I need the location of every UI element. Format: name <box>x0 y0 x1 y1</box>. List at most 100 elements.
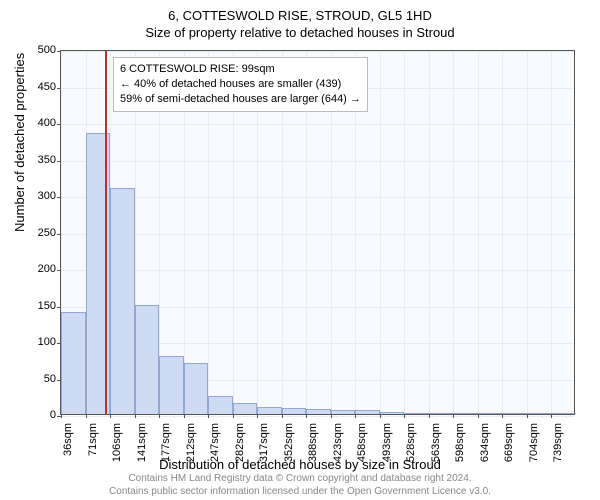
x-tick-label: 563sqm <box>430 423 442 463</box>
histogram-bar <box>527 413 552 414</box>
x-tick-mark <box>453 414 454 418</box>
histogram-bar <box>429 413 454 414</box>
x-tick-mark <box>527 414 528 418</box>
chart-container: 6 COTTESWOLD RISE: 99sqm← 40% of detache… <box>60 50 575 415</box>
x-tick-mark <box>380 414 381 418</box>
histogram-bar <box>257 407 282 414</box>
grid-line-h <box>61 197 574 198</box>
x-tick-label: 423sqm <box>332 423 344 463</box>
y-tick-label: 450 <box>26 81 56 93</box>
x-tick-label: 247sqm <box>209 423 221 463</box>
x-tick-label: 177sqm <box>160 423 172 463</box>
histogram-bar <box>282 408 307 414</box>
chart-title-main: 6, COTTESWOLD RISE, STROUD, GL5 1HD <box>0 0 600 23</box>
x-tick-mark <box>233 414 234 418</box>
y-tick-label: 50 <box>26 373 56 385</box>
y-tick-label: 100 <box>26 336 56 348</box>
x-tick-label: 493sqm <box>381 423 393 463</box>
x-tick-label: 141sqm <box>136 423 148 463</box>
y-axis-label: Number of detached properties <box>12 53 27 232</box>
y-tick-label: 250 <box>26 227 56 239</box>
annotation-line-3: 59% of semi-detached houses are larger (… <box>120 92 361 107</box>
x-tick-mark <box>208 414 209 418</box>
x-tick-label: 106sqm <box>111 423 123 463</box>
annotation-line-2: ← 40% of detached houses are smaller (43… <box>120 77 361 92</box>
histogram-bar <box>306 409 331 414</box>
histogram-bar <box>208 396 233 414</box>
y-tick-label: 350 <box>26 154 56 166</box>
histogram-bar <box>135 305 160 415</box>
x-tick-mark <box>184 414 185 418</box>
y-tick-label: 500 <box>26 44 56 56</box>
histogram-bar <box>159 356 184 414</box>
x-tick-mark <box>257 414 258 418</box>
chart-title-sub: Size of property relative to detached ho… <box>0 23 600 40</box>
x-tick-label: 282sqm <box>234 423 246 463</box>
histogram-bar <box>233 403 258 414</box>
grid-line-h <box>61 161 574 162</box>
histogram-bar <box>380 412 405 414</box>
footer-line-2: Contains public sector information licen… <box>8 486 592 499</box>
grid-line-v <box>527 51 528 414</box>
x-tick-mark <box>551 414 552 418</box>
grid-line-v <box>502 51 503 414</box>
x-tick-label: 669sqm <box>503 423 515 463</box>
histogram-bar <box>331 410 356 414</box>
histogram-bar <box>453 413 478 414</box>
x-tick-mark <box>306 414 307 418</box>
histogram-bar <box>110 188 135 414</box>
footer-line-1: Contains HM Land Registry data © Crown c… <box>8 473 592 486</box>
histogram-bar <box>184 363 209 414</box>
x-tick-label: 352sqm <box>283 423 295 463</box>
x-tick-mark <box>86 414 87 418</box>
x-tick-mark <box>355 414 356 418</box>
histogram-bar <box>355 410 380 414</box>
histogram-bar <box>551 413 576 414</box>
y-tick-label: 200 <box>26 263 56 275</box>
x-tick-mark <box>331 414 332 418</box>
x-tick-mark <box>282 414 283 418</box>
grid-line-v <box>429 51 430 414</box>
x-tick-label: 36sqm <box>62 423 74 463</box>
grid-line-v <box>478 51 479 414</box>
grid-line-h <box>61 124 574 125</box>
plot-area: 6 COTTESWOLD RISE: 99sqm← 40% of detache… <box>60 50 575 415</box>
x-tick-label: 598sqm <box>454 423 466 463</box>
x-tick-label: 458sqm <box>356 423 368 463</box>
grid-line-h <box>61 234 574 235</box>
grid-line-h <box>61 416 574 417</box>
x-tick-mark <box>110 414 111 418</box>
annotation-box: 6 COTTESWOLD RISE: 99sqm← 40% of detache… <box>113 57 368 112</box>
property-marker-line <box>105 51 107 414</box>
x-tick-label: 317sqm <box>258 423 270 463</box>
x-tick-label: 528sqm <box>405 423 417 463</box>
grid-line-v <box>404 51 405 414</box>
x-tick-label: 634sqm <box>479 423 491 463</box>
grid-line-v <box>380 51 381 414</box>
x-tick-mark <box>159 414 160 418</box>
y-tick-label: 0 <box>26 409 56 421</box>
grid-line-h <box>61 51 574 52</box>
grid-line-v <box>453 51 454 414</box>
x-tick-mark <box>135 414 136 418</box>
histogram-bar <box>478 413 503 414</box>
annotation-line-1: 6 COTTESWOLD RISE: 99sqm <box>120 62 361 77</box>
footer-attribution: Contains HM Land Registry data © Crown c… <box>0 473 600 498</box>
x-tick-mark <box>61 414 62 418</box>
x-tick-label: 704sqm <box>528 423 540 463</box>
histogram-bar <box>502 413 527 414</box>
x-tick-label: 71sqm <box>87 423 99 463</box>
x-tick-label: 739sqm <box>552 423 564 463</box>
grid-line-h <box>61 270 574 271</box>
x-tick-mark <box>429 414 430 418</box>
histogram-bar <box>61 312 86 414</box>
y-tick-label: 150 <box>26 300 56 312</box>
grid-line-v <box>551 51 552 414</box>
x-tick-label: 388sqm <box>307 423 319 463</box>
x-tick-label: 212sqm <box>185 423 197 463</box>
x-tick-mark <box>478 414 479 418</box>
y-tick-label: 300 <box>26 190 56 202</box>
y-tick-label: 400 <box>26 117 56 129</box>
x-tick-mark <box>502 414 503 418</box>
x-tick-mark <box>404 414 405 418</box>
